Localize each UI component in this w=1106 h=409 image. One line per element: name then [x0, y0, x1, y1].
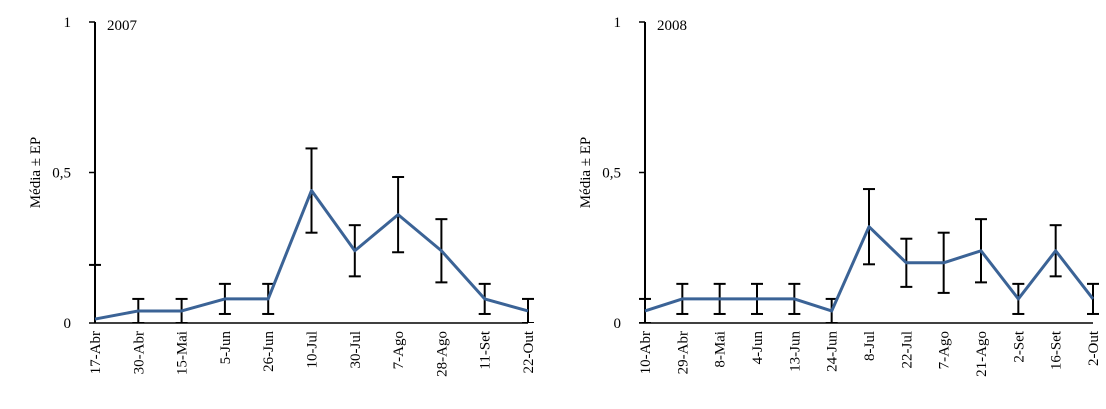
x-tick-label: 10-Jul — [305, 331, 321, 369]
x-tick-label: 15-Mai — [175, 331, 191, 375]
x-tick-label: 29-Abr — [675, 331, 691, 374]
y-axis-label: Média ± EP — [578, 137, 594, 209]
x-tick-label: 8-Mai — [713, 331, 729, 368]
x-tick-label: 13-Jun — [787, 331, 803, 372]
plot-area — [639, 188, 1099, 323]
x-tick-label: 22-Out — [521, 330, 537, 373]
chart-title: 2008 — [657, 18, 687, 34]
x-tick-label: 22-Jul — [899, 331, 915, 369]
x-tick-label: 21-Ago — [974, 331, 990, 377]
y-axis-label: Média ± EP — [28, 137, 44, 209]
x-tick-label: 26-Jun — [261, 331, 277, 372]
x-tick-label: 10-Abr — [638, 331, 654, 374]
y-tick-label: 0,5 — [602, 166, 621, 182]
x-tick-label: 17-Abr — [88, 331, 104, 374]
y-tick-label: 1 — [64, 15, 72, 31]
x-tick-label: 28-Ago — [434, 331, 450, 377]
plot-area — [89, 147, 534, 323]
error-bar — [639, 297, 651, 323]
y-tick-label: 0 — [614, 316, 622, 332]
data-line — [94, 189, 529, 321]
x-tick-label: 7-Ago — [391, 331, 407, 369]
x-tick-label: 8-Jul — [862, 331, 878, 361]
x-tick-label: 2-Out — [1086, 330, 1102, 366]
x-tick-label: 11-Set — [478, 330, 494, 369]
x-tick-label: 7-Ago — [937, 331, 953, 369]
y-tick-label: 1 — [614, 15, 622, 31]
chart-title: 2007 — [107, 18, 138, 34]
x-tick-label: 16-Set — [1049, 330, 1065, 370]
x-tick-label: 30-Jul — [348, 331, 364, 369]
x-tick-label: 5-Jun — [218, 331, 234, 365]
x-tick-label: 4-Jun — [750, 331, 766, 365]
error-bar — [522, 297, 534, 323]
x-tick-label: 2-Set — [1011, 330, 1027, 362]
y-tick-label: 0,5 — [52, 166, 71, 182]
data-line — [644, 225, 1095, 313]
y-tick-label: 0 — [64, 316, 72, 332]
x-tick-label: 30-Abr — [131, 331, 147, 374]
x-tick-label: 24-Jun — [825, 331, 841, 372]
